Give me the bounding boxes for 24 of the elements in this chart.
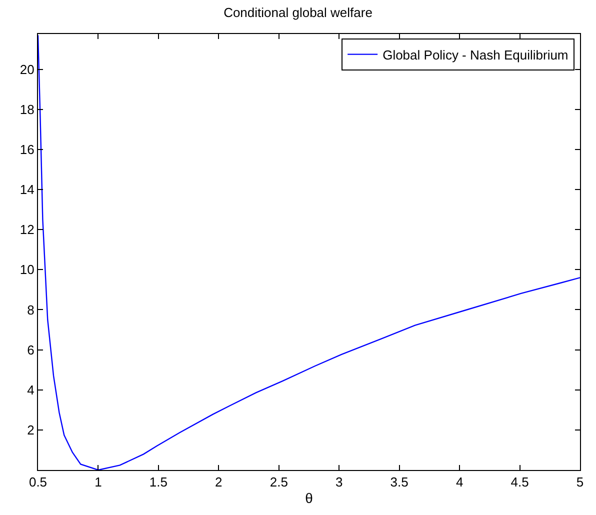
x-tick-label: 3.5 xyxy=(390,474,408,490)
x-tick-label: 3 xyxy=(335,474,343,490)
y-tick-label: 12 xyxy=(20,222,34,238)
line-series xyxy=(38,34,580,470)
x-tick-label: 2.5 xyxy=(270,474,288,490)
x-tick-label: 1.5 xyxy=(149,474,168,490)
y-tick-label: 2 xyxy=(27,422,34,438)
x-tick-label: 5 xyxy=(576,474,584,490)
chart-title: Conditional global welfare xyxy=(224,4,372,20)
y-tick-label: 18 xyxy=(20,102,34,117)
x-axis-title: θ xyxy=(305,490,314,506)
y-tick-label: 6 xyxy=(27,342,34,358)
x-tick-label: 0.5 xyxy=(28,474,48,490)
legend-label: Global Policy - Nash Equilibrium xyxy=(382,47,568,62)
y-tick-label: 8 xyxy=(27,302,34,318)
y-tick-label: 20 xyxy=(20,62,34,77)
y-tick-label: 10 xyxy=(20,262,34,278)
y-tick-label: 14 xyxy=(20,182,34,198)
x-tick-label: 2 xyxy=(215,474,222,490)
x-tick-label: 4 xyxy=(456,474,464,490)
y-tick-label: 16 xyxy=(20,142,34,157)
x-tick-label: 4.5 xyxy=(510,474,529,490)
y-tick-label: 4 xyxy=(27,382,34,398)
x-tick-label: 1 xyxy=(94,474,102,490)
